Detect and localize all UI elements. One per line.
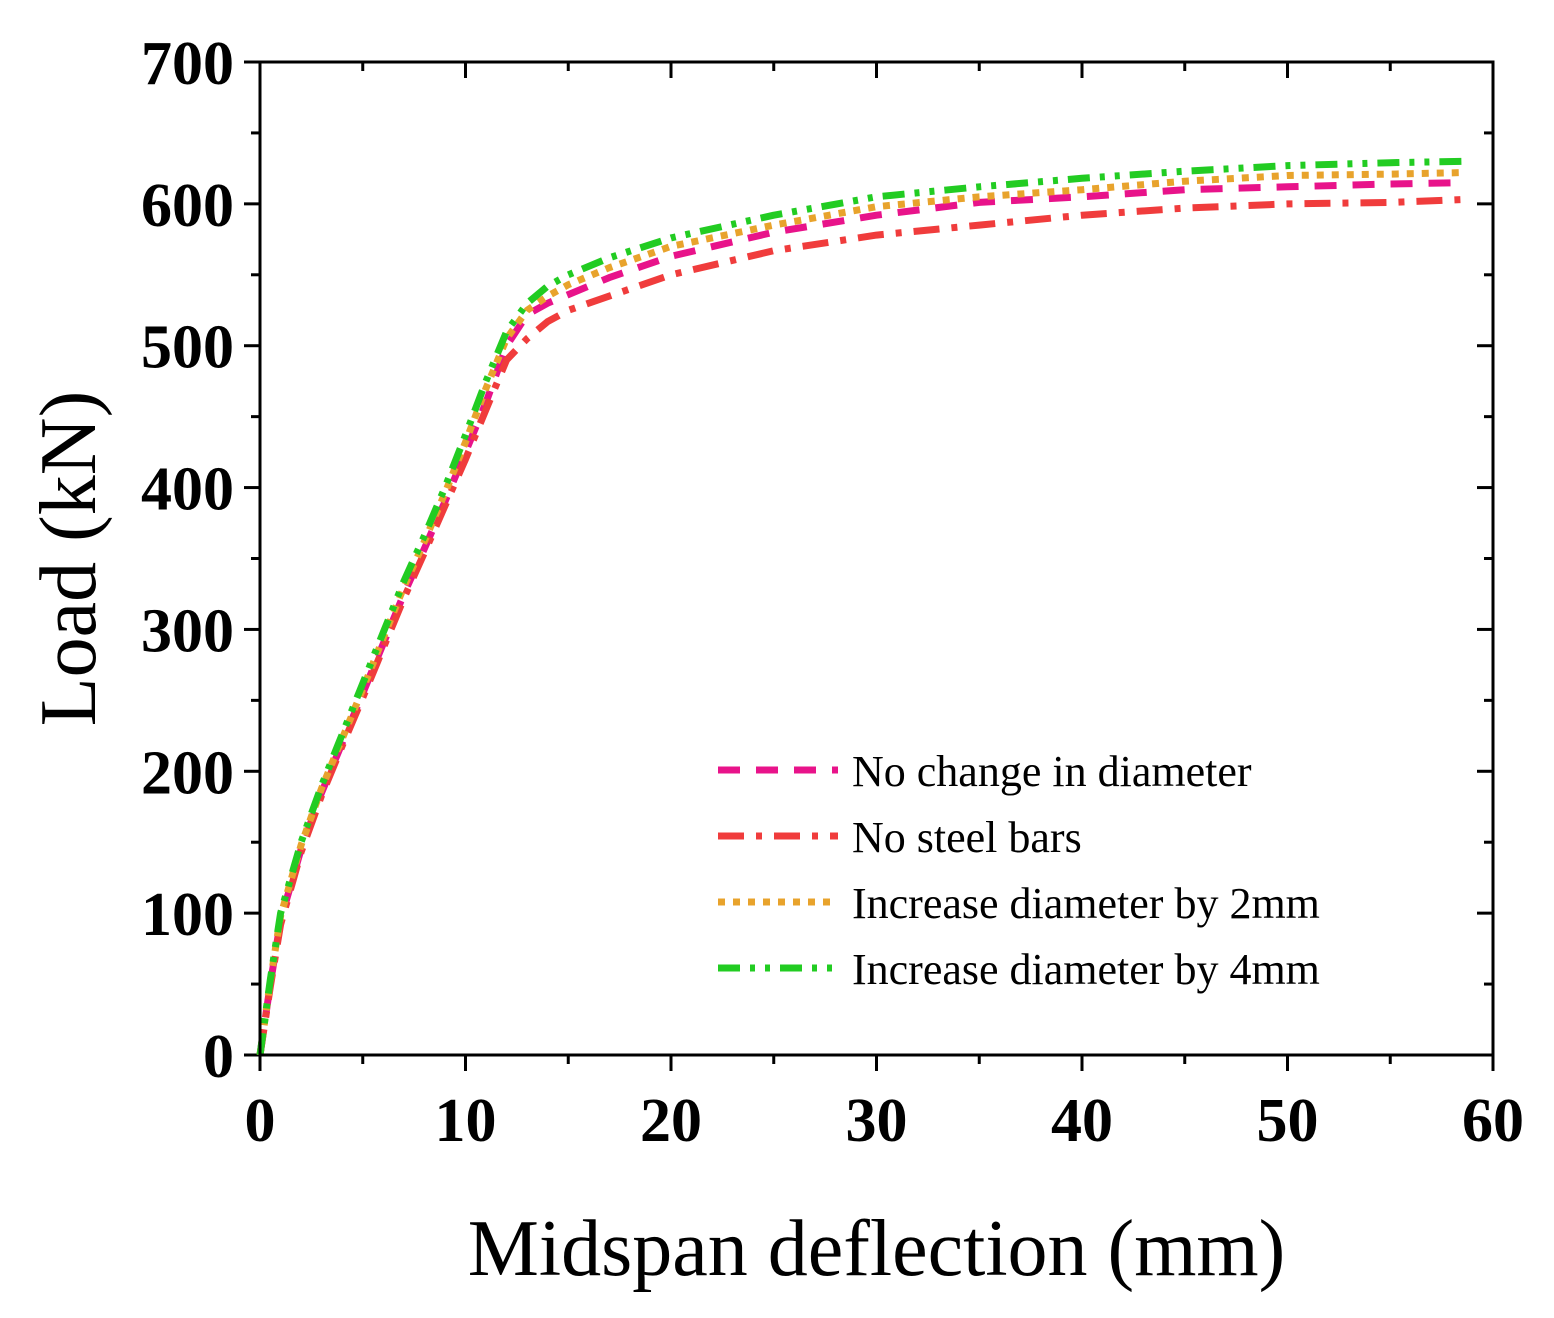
x-tick-label: 40 — [1051, 1087, 1113, 1155]
legend-entry-3: Increase diameter by 2mm — [852, 879, 1320, 928]
legend-entry-4: Increase diameter by 4mm — [852, 945, 1320, 994]
legend-entry-1: No change in diameter — [852, 747, 1252, 796]
x-tick-label: 0 — [245, 1087, 276, 1155]
x-tick-label: 20 — [640, 1087, 702, 1155]
y-tick-label: 600 — [141, 172, 234, 240]
series-line-4 — [256, 157, 1463, 1056]
y-tick-label: 100 — [141, 881, 234, 949]
plot-frame — [258, 60, 1495, 1057]
x-tick-label: 50 — [1257, 1087, 1319, 1155]
series-line-3 — [256, 169, 1463, 1056]
series-lines — [256, 157, 1463, 1056]
y-tick-label: 500 — [141, 314, 234, 382]
x-tick-label: 60 — [1462, 1087, 1524, 1155]
x-tick-label: 30 — [846, 1087, 908, 1155]
legend: No change in diameter No steel bars Increa… — [718, 747, 1320, 994]
y-tick-label: 200 — [141, 739, 234, 807]
x-axis-title: Midspan deflection (mm) — [468, 1205, 1286, 1293]
y-tick-label: 300 — [141, 597, 234, 665]
y-axis-title: Load (kN) — [25, 391, 113, 726]
y-tick-label: 0 — [203, 1023, 234, 1091]
x-tick-label: 10 — [435, 1087, 497, 1155]
y-tick-label: 700 — [141, 30, 234, 98]
y-tick-label: 400 — [141, 456, 234, 524]
legend-entry-2: No steel bars — [852, 813, 1082, 862]
